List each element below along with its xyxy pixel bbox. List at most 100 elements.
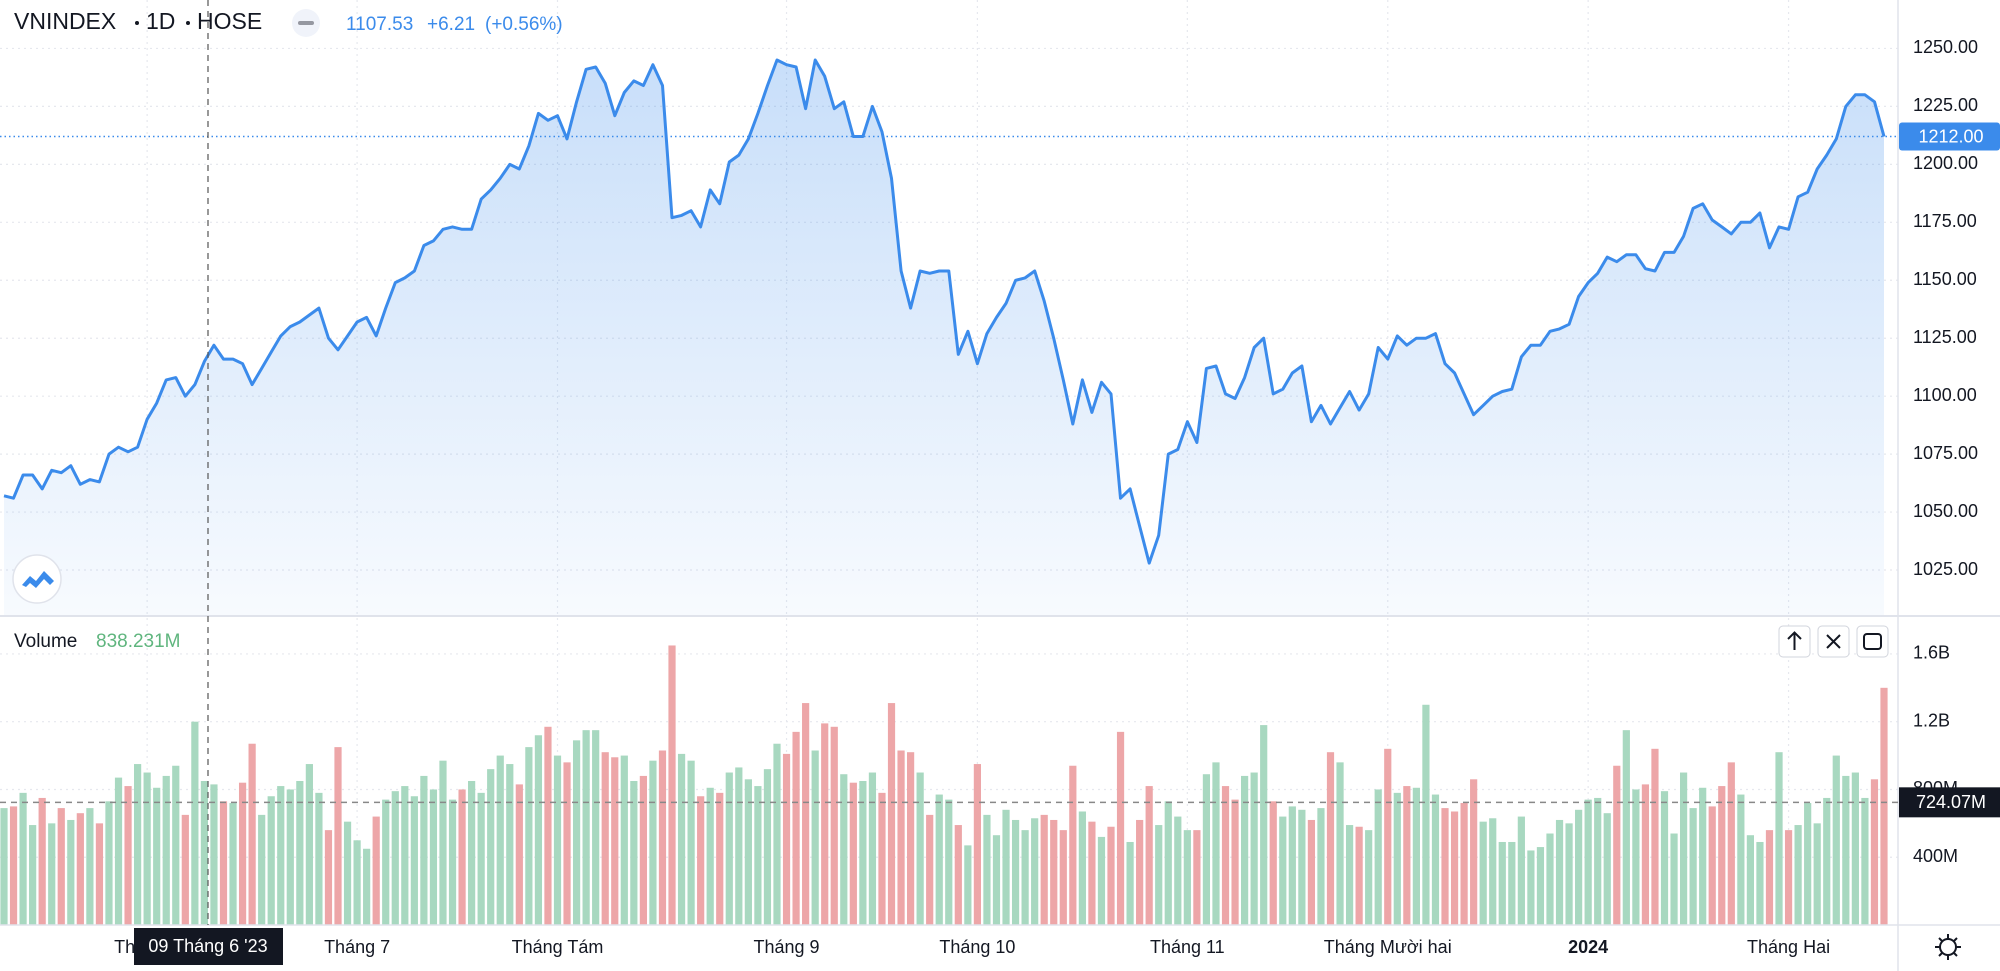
volume-bar xyxy=(468,780,476,925)
volume-bar xyxy=(1069,765,1077,925)
volume-bar xyxy=(1288,806,1296,925)
volume-bar xyxy=(1422,704,1430,925)
volume-bar xyxy=(1116,731,1125,925)
volume-bar xyxy=(868,772,877,925)
volume-bar xyxy=(1708,806,1716,925)
volume-bar xyxy=(401,786,409,925)
volume-bar xyxy=(229,803,237,925)
volume-bar xyxy=(48,823,56,925)
volume-bar xyxy=(1269,801,1277,925)
volume-bar xyxy=(802,703,810,925)
y-tick-label: 1200.00 xyxy=(1913,153,1978,173)
maximize-button[interactable] xyxy=(1856,625,1889,658)
logo[interactable] xyxy=(12,554,62,604)
area-fill xyxy=(4,60,1884,615)
close-button[interactable] xyxy=(1817,625,1850,658)
volume-bar xyxy=(105,801,113,925)
volume-bar xyxy=(1527,850,1535,925)
volume-bar xyxy=(200,780,209,925)
x-tick-label: Tháng 9 xyxy=(754,937,820,957)
volume-bar xyxy=(86,808,94,925)
y-tick-label: 1.6B xyxy=(1913,643,1950,663)
collapse-button[interactable] xyxy=(292,9,320,37)
price-line xyxy=(3,58,1886,565)
volume-bar xyxy=(954,825,962,925)
volume-bar xyxy=(1575,809,1583,925)
volume-bar xyxy=(1021,830,1029,925)
pane-buttons xyxy=(1778,625,1889,658)
volume-bar xyxy=(916,772,924,925)
button-bg[interactable] xyxy=(1856,625,1889,658)
volume-bar xyxy=(658,750,667,925)
volume-bar xyxy=(1450,811,1459,925)
volume-bar xyxy=(821,723,829,925)
exchange: HOSE xyxy=(197,8,262,34)
volume-bar xyxy=(1546,833,1554,925)
y-tick-label: 1.2B xyxy=(1913,710,1950,730)
logo-icon xyxy=(22,571,54,588)
volume-bar xyxy=(496,755,504,925)
volume-bar xyxy=(1641,784,1650,925)
volume-bar xyxy=(964,845,972,925)
interval: 1D xyxy=(146,8,175,34)
volume-bar xyxy=(1756,841,1764,925)
volume-bar xyxy=(1536,847,1545,925)
volume-bar xyxy=(1727,762,1735,925)
volume-bar xyxy=(1221,786,1230,925)
volume-bar xyxy=(124,786,132,925)
volume-bar xyxy=(840,774,848,925)
volume-bar xyxy=(1689,808,1697,925)
logo-bg[interactable] xyxy=(12,554,62,604)
volume-bar xyxy=(296,780,304,925)
volume-bar xyxy=(649,760,657,925)
volume-bar xyxy=(1212,762,1220,925)
volume-bar xyxy=(1660,791,1669,925)
volume-bar xyxy=(487,769,495,925)
volume-bar xyxy=(1174,816,1182,925)
volume-bar xyxy=(1078,811,1086,925)
volume-bar xyxy=(887,703,896,925)
volume-bar xyxy=(429,789,438,925)
volume-bar xyxy=(935,794,943,925)
close-icon xyxy=(1826,634,1841,649)
volume-bar xyxy=(620,755,628,925)
volume-bar xyxy=(534,735,543,925)
volume-bar xyxy=(1861,797,1869,925)
volume-bar xyxy=(324,830,333,925)
volume-bar xyxy=(1145,786,1153,925)
move-up-button[interactable] xyxy=(1778,625,1811,658)
volume-bar xyxy=(525,747,533,925)
volume-bar xyxy=(1365,830,1373,925)
volume-bar xyxy=(1050,819,1058,925)
volume-bar xyxy=(114,777,123,925)
volume-bar xyxy=(191,721,199,925)
volume-bar xyxy=(1489,818,1497,925)
volume-bar xyxy=(1307,819,1316,925)
volume-bar xyxy=(1231,799,1239,925)
x-tick-label: Tháng 7 xyxy=(324,937,390,957)
y-tick-label: 1050.00 xyxy=(1913,501,1978,521)
volume-bar xyxy=(76,813,84,925)
volume-bar xyxy=(286,789,294,925)
volume-bar xyxy=(754,786,762,925)
settings-button[interactable] xyxy=(1935,934,1961,960)
volume-bar xyxy=(983,814,991,925)
volume-bar xyxy=(1107,826,1115,925)
volume-bar xyxy=(1765,830,1774,925)
volume-bar xyxy=(1775,752,1783,925)
volume-bar xyxy=(343,821,352,925)
volume-bar xyxy=(67,819,75,925)
volume-marker-box xyxy=(1899,787,2000,818)
volume-bar xyxy=(878,792,886,925)
volume-bar xyxy=(1870,779,1879,925)
volume-bar xyxy=(830,726,838,925)
volume-bar xyxy=(143,772,151,925)
volume-bar xyxy=(611,757,619,925)
volume-marker-label: 724.07M xyxy=(1916,792,1986,812)
volume-bar xyxy=(162,775,170,925)
volume-bar xyxy=(1498,841,1506,925)
volume-bar xyxy=(1651,748,1659,925)
